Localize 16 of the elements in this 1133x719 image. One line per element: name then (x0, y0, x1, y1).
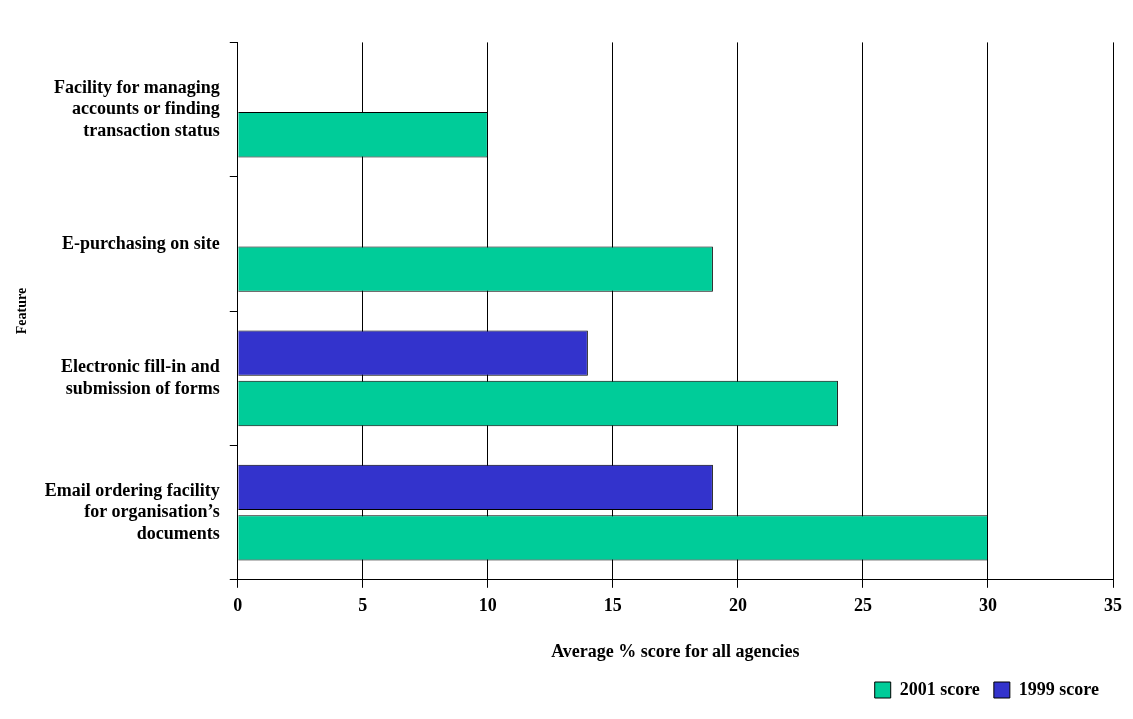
x-axis-title: Average % score for all agencies (551, 640, 800, 661)
y-tick-label: Facility for managing accounts or finding transaction status (54, 76, 220, 140)
x-tick-label: 30 (978, 595, 997, 616)
x-tick-label: 5 (358, 595, 368, 616)
y-tick-label: Electronic fill-in and submission of forms (61, 356, 220, 398)
x-tick-label: 35 (1104, 595, 1122, 616)
x-tick-label: 15 (603, 595, 622, 616)
y-axis-title: Feature (14, 287, 30, 335)
x-tick-label: 10 (478, 595, 497, 616)
legend-label: 1999 score (1018, 678, 1100, 699)
x-tick-label: 0 (233, 595, 243, 616)
x-tick-label: 20 (728, 595, 747, 616)
x-tick-label: 25 (853, 595, 872, 616)
y-tick-label: E-purchasing on site (62, 232, 220, 253)
y-tick-label: Email ordering facility for organisation’s documents (44, 479, 220, 543)
legend-label: 2001 score (899, 678, 980, 699)
